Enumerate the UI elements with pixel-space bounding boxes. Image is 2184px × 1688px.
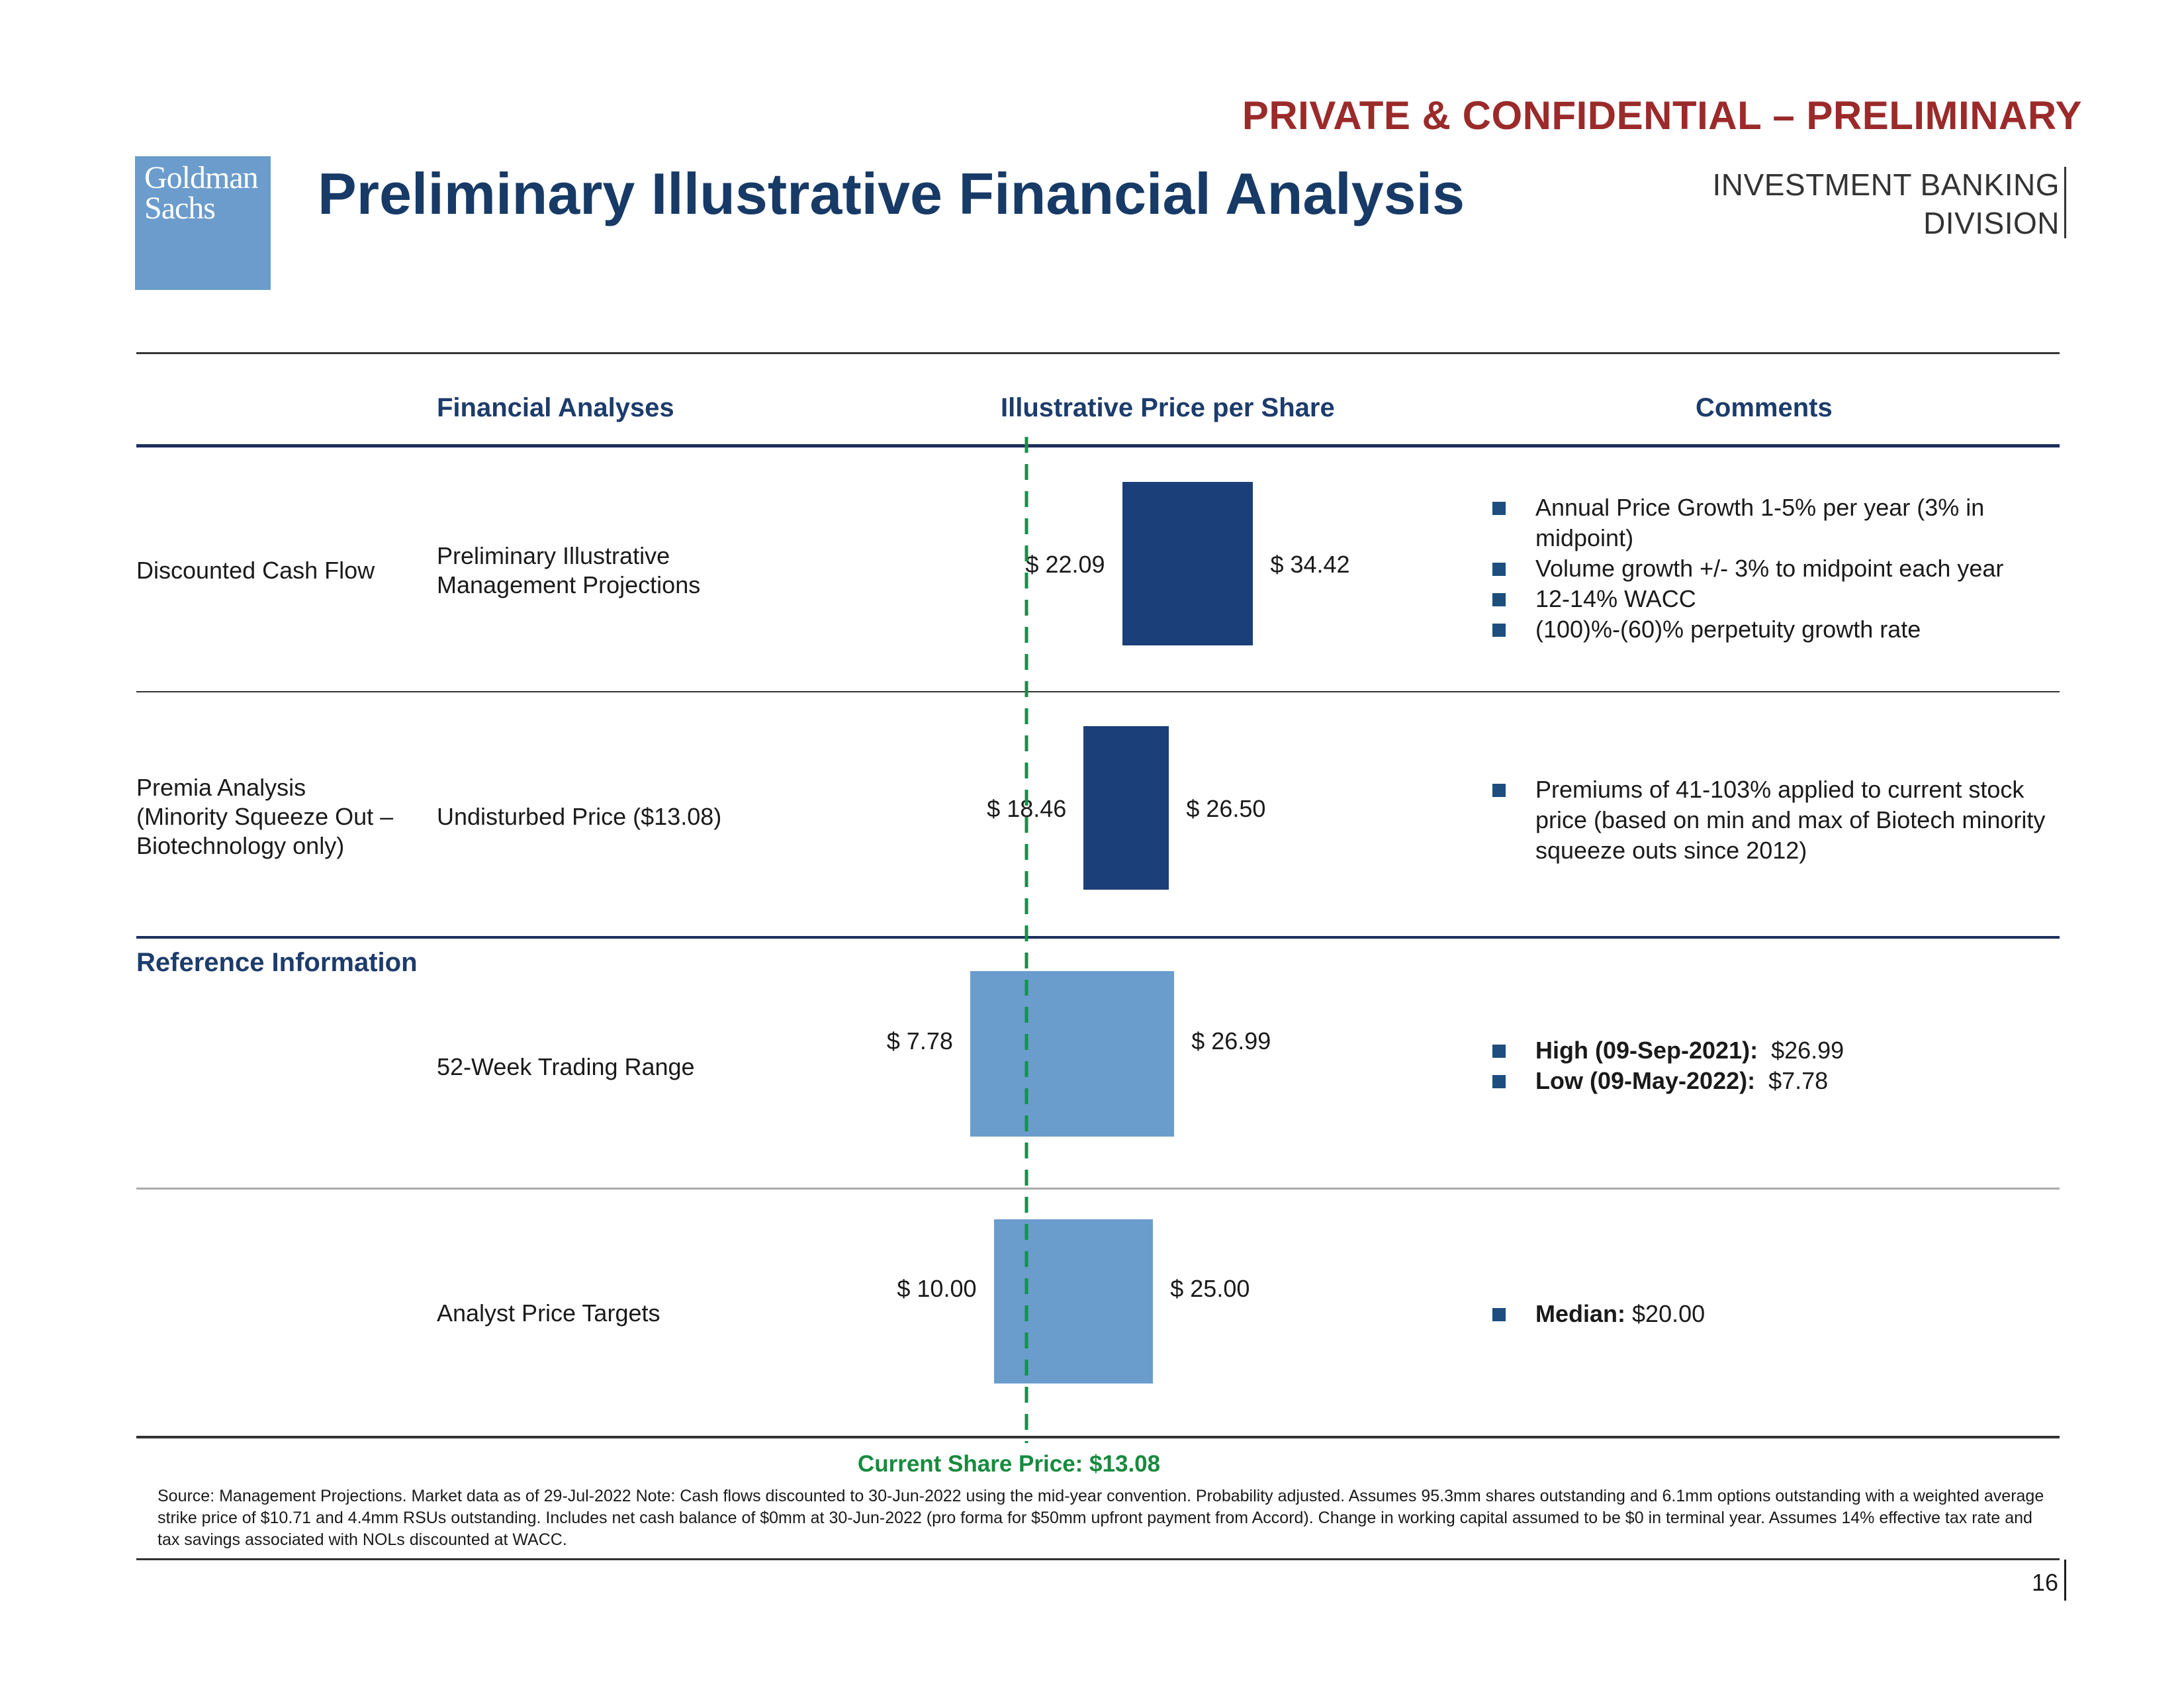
bullet-square-icon — [1492, 1308, 1506, 1321]
bullet-square-icon — [1492, 593, 1506, 606]
low-label-52-week: $ 7.78 — [886, 1027, 953, 1055]
comment-value: $7.78 — [1768, 1067, 1829, 1094]
comment-text: Annual Price Growth 1-5% per year (3% in… — [1535, 494, 1985, 551]
comments-analyst: Median: $20.00 — [1492, 1299, 2068, 1329]
comment-item: Volume growth +/- 3% to midpoint each ye… — [1492, 553, 2068, 584]
page-title: Preliminary Illustrative Financial Analy… — [318, 161, 1465, 226]
division-line-1: INVESTMENT BANKING — [1712, 167, 2060, 202]
comment-item: High (09-Sep-2021): $26.99 — [1492, 1035, 2068, 1066]
logo-line-1: Goldman — [144, 160, 259, 195]
bullet-square-icon — [1492, 502, 1506, 515]
row-category-premia: Premia Analysis (Minority Squeeze Out – … — [136, 773, 393, 861]
page-number: 16 — [2031, 1569, 2058, 1596]
low-label-premia: $ 18.46 — [987, 794, 1067, 822]
row-analysis-analyst: Analyst Price Targets — [437, 1299, 660, 1327]
row-analysis-dcf: Preliminary Illustrative Management Proj… — [437, 541, 700, 600]
analysis-line: Preliminary Illustrative — [437, 542, 670, 569]
current-price-line — [1024, 437, 1028, 1443]
category-line: Premia Analysis — [136, 774, 306, 801]
comment-label: Median: — [1535, 1300, 1626, 1327]
column-header-comments: Comments — [1696, 393, 1833, 422]
current-share-price-label: Current Share Price: $13.08 — [857, 1451, 1161, 1477]
header-rule — [136, 444, 2060, 447]
comment-text: Volume growth +/- 3% to midpoint each ye… — [1535, 555, 2004, 582]
reference-rule — [136, 936, 2060, 939]
reference-heading: Reference Information — [136, 948, 418, 977]
category-line: Biotechnology only) — [136, 832, 345, 859]
goldman-sachs-logo: Goldman Sachs — [135, 156, 271, 290]
footnote: Source: Management Projections. Market d… — [158, 1487, 2044, 1549]
bullet-square-icon — [1492, 1045, 1506, 1058]
top-rule — [136, 352, 2060, 354]
high-label-analyst: $ 25.00 — [1170, 1275, 1250, 1302]
division-line-2: DIVISION — [1923, 206, 2060, 240]
range-bar-premia — [1083, 726, 1169, 890]
comments-dcf: Annual Price Growth 1-5% per year (3% in… — [1492, 492, 2068, 645]
comment-text: 12-14% WACC — [1535, 585, 1696, 612]
comment-label: High (09-Sep-2021): — [1535, 1037, 1758, 1064]
row-analysis-premia: Undisturbed Price ($13.08) — [437, 803, 722, 830]
comment-text: (100)%-(60)% perpetuity growth rate — [1535, 616, 1921, 643]
category-line: (Minority Squeeze Out – — [136, 803, 394, 830]
high-label-52-week: $ 26.99 — [1191, 1027, 1271, 1055]
bullet-square-icon — [1492, 624, 1506, 637]
row-analysis-52wk: 52-Week Trading Range — [437, 1053, 695, 1080]
division-label: INVESTMENT BANKING DIVISION — [1713, 165, 2060, 242]
high-label-premia: $ 26.50 — [1186, 794, 1266, 822]
comment-item: Annual Price Growth 1-5% per year (3% in… — [1492, 492, 2068, 553]
bottom-rule — [136, 1436, 2060, 1438]
range-bar-52-week — [970, 971, 1175, 1137]
range-bar-dcf — [1122, 482, 1253, 645]
row-category-dcf: Discounted Cash Flow — [136, 557, 375, 584]
comment-value: $20.00 — [1632, 1300, 1706, 1327]
range-bar-analyst — [993, 1219, 1154, 1383]
comment-item: 12-14% WACC — [1492, 584, 2068, 614]
comment-item: (100)%-(60)% perpetuity growth rate — [1492, 614, 2068, 645]
page-number-divider — [2064, 1560, 2066, 1601]
bullet-square-icon — [1492, 1075, 1506, 1088]
row-divider-1 — [136, 691, 2060, 692]
comment-item: Low (09-May-2022): $7.78 — [1492, 1066, 2068, 1096]
comment-item: Premiums of 41-103% applied to current s… — [1492, 774, 2068, 866]
logo-line-2: Sachs — [144, 191, 216, 226]
bullet-square-icon — [1492, 563, 1506, 576]
comment-text: Premiums of 41-103% applied to current s… — [1535, 776, 2046, 864]
low-label-analyst: $ 10.00 — [897, 1275, 977, 1302]
column-header-analyses: Financial Analyses — [437, 393, 674, 422]
analysis-line: Management Projections — [437, 571, 701, 598]
comments-52wk: High (09-Sep-2021): $26.99 Low (09-May-2… — [1492, 1035, 2068, 1096]
row-divider-2 — [136, 1188, 2060, 1190]
high-label-dcf: $ 34.42 — [1270, 550, 1350, 578]
bullet-square-icon — [1492, 784, 1506, 797]
comment-value: $26.99 — [1771, 1037, 1844, 1064]
footnote-rule — [136, 1558, 2060, 1560]
low-label-dcf: $ 22.09 — [1025, 550, 1105, 578]
confidential-banner: PRIVATE & CONFIDENTIAL – PRELIMINARY — [1242, 93, 2082, 138]
comment-label: Low (09-May-2022): — [1535, 1067, 1756, 1094]
comment-item: Median: $20.00 — [1492, 1299, 2068, 1329]
comments-premia: Premiums of 41-103% applied to current s… — [1492, 774, 2068, 866]
logo-text: Goldman Sachs — [144, 160, 259, 226]
division-divider — [2064, 167, 2066, 238]
column-header-price: Illustrative Price per Share — [1001, 393, 1335, 422]
